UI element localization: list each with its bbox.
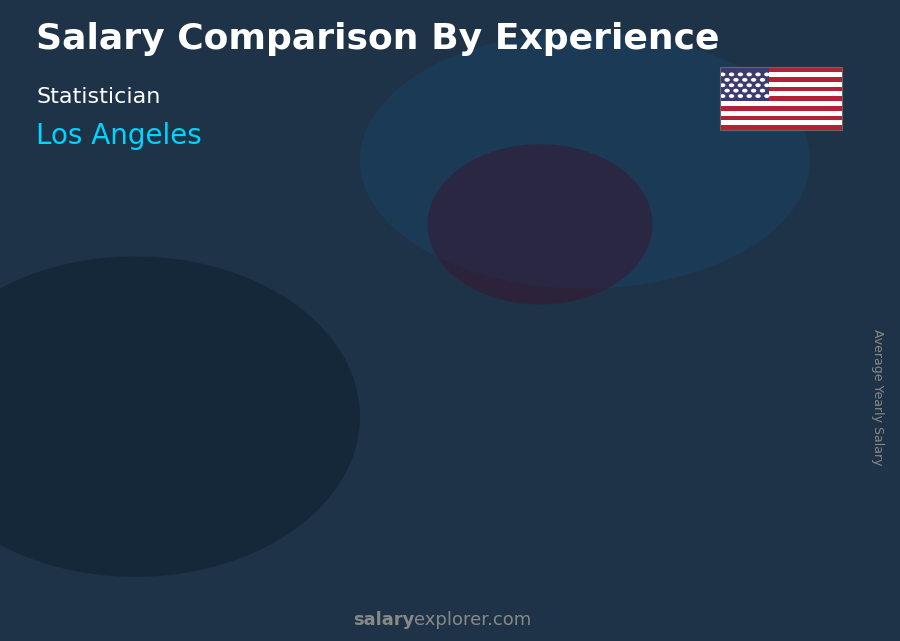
Bar [526, 301, 531, 564]
Bar [466, 517, 531, 564]
Text: Statistician: Statistician [36, 87, 160, 106]
Bar [94, 320, 158, 444]
Bar [466, 49, 531, 312]
Bar [342, 137, 407, 355]
Bar [715, 0, 779, 274]
Text: +5%: +5% [645, 197, 705, 222]
Bar [94, 542, 158, 564]
Bar [278, 397, 283, 564]
Bar [218, 534, 283, 564]
Bar [94, 440, 158, 564]
Text: +9%: +9% [521, 211, 580, 235]
Bar [590, 512, 655, 564]
Ellipse shape [428, 144, 652, 304]
Bar [590, 1, 655, 288]
Text: 170,000 USD: 170,000 USD [338, 324, 428, 338]
Text: +21%: +21% [389, 234, 464, 258]
Bar [218, 397, 283, 564]
Text: 130,000 USD: 130,000 USD [211, 376, 302, 390]
Text: explorer.com: explorer.com [414, 612, 531, 629]
Text: salary: salary [353, 612, 414, 629]
Bar [402, 346, 407, 564]
Text: +34%: +34% [140, 330, 216, 354]
Text: Los Angeles: Los Angeles [36, 122, 202, 150]
Bar [342, 525, 407, 564]
Bar [651, 277, 655, 564]
Text: 97,200 USD: 97,200 USD [82, 418, 165, 432]
Text: 224,000 USD: 224,000 USD [586, 255, 677, 269]
Bar [715, 262, 779, 564]
Bar [715, 510, 779, 564]
Bar [154, 440, 158, 564]
Text: 205,000 USD: 205,000 USD [462, 279, 553, 294]
Ellipse shape [0, 256, 360, 577]
Text: Average Yearly Salary: Average Yearly Salary [871, 329, 884, 465]
Bar [775, 262, 779, 564]
Bar [590, 277, 655, 564]
Bar [342, 346, 407, 564]
Bar [466, 301, 531, 564]
Ellipse shape [360, 32, 810, 288]
Bar [218, 237, 283, 404]
Text: Salary Comparison By Experience: Salary Comparison By Experience [36, 22, 719, 56]
Text: +30%: +30% [264, 279, 340, 303]
Text: 236,000 USD: 236,000 USD [753, 240, 844, 254]
